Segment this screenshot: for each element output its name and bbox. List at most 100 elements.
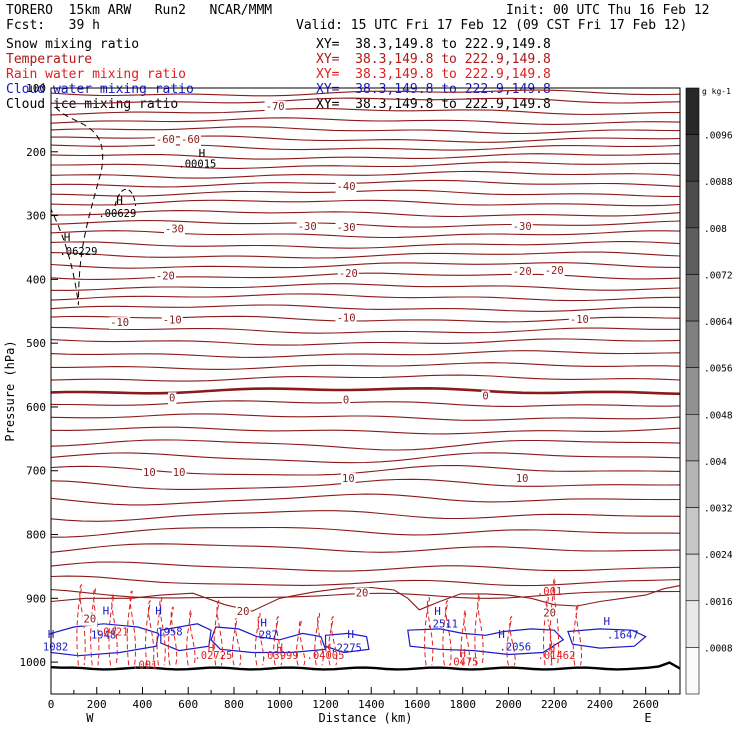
isotherm-line: [50, 199, 681, 207]
colorbar-segment: [685, 460, 700, 508]
x-tick-label: 800: [224, 698, 244, 711]
colorbar-label: .008: [704, 224, 727, 235]
maximum-value-label: .2056: [500, 642, 532, 654]
isotherm-label: 0: [343, 394, 349, 406]
rain-contour: [273, 616, 283, 666]
colorbar-label: .0032: [704, 504, 733, 515]
isotherm-line: [50, 262, 681, 269]
label-knockout: [296, 220, 318, 233]
x-tick-label: 600: [178, 698, 198, 711]
label-knockout: [335, 312, 357, 325]
isotherm-line: [51, 135, 681, 143]
colorbar-label: .0064: [704, 317, 733, 328]
label-knockout: [511, 220, 533, 233]
rain-contour: [145, 600, 155, 666]
isotherm-line: [50, 107, 680, 116]
y-tick-label: 600: [26, 401, 46, 414]
colorbar-segment: [685, 227, 700, 275]
rain-contour: [167, 606, 178, 666]
rain-contour: [424, 597, 434, 666]
maximum-value-label: .001: [132, 659, 157, 671]
maximum-H-marker: H: [549, 641, 556, 654]
label-knockout: [109, 317, 131, 330]
maximum-value-label: .0421: [97, 626, 129, 638]
field-xy-snow: XY= 38.3,149.8 to 222.9,149.8: [316, 37, 551, 52]
label-knockout: [154, 134, 176, 147]
maximum-H-marker: H: [260, 616, 267, 629]
isotherm-label: -40: [337, 181, 356, 193]
colorbar-segment: [685, 274, 700, 322]
rain-contour: [328, 616, 338, 666]
rain-contour: [186, 609, 196, 666]
rain-contour: [232, 616, 242, 666]
isotherm-label: -10: [337, 313, 356, 325]
colorbar-label: .0048: [704, 410, 733, 421]
label-knockout: [481, 390, 490, 403]
field-name-temperature: Temperature: [6, 52, 93, 67]
label-knockout: [354, 587, 370, 600]
isotherm-label: 20: [84, 614, 97, 626]
x-tick-label: 1800: [449, 698, 476, 711]
rain-contour: [254, 613, 265, 666]
label-knockout: [335, 222, 357, 235]
rain-contour: [156, 597, 166, 666]
isotherm-label: -20: [513, 266, 532, 278]
maximum-H-marker: H: [64, 231, 71, 244]
isotherm-line: [50, 241, 681, 249]
colorbar-segment: [685, 367, 700, 415]
rain-contour: [213, 600, 223, 666]
isotherm-label: -20: [545, 265, 564, 277]
x-tick-label: 400: [133, 698, 153, 711]
isotherm-line: [50, 126, 681, 135]
isotherm-line: [50, 153, 681, 160]
axes: 0 200 400 600 800 1000 1200 1400 1600 1800 2000 220…: [3, 82, 670, 725]
y-tick-label: 1000: [20, 656, 47, 669]
label-knockout: [341, 472, 356, 485]
isotherm-label: -10: [163, 315, 182, 327]
isotherm-line: [50, 561, 681, 572]
maximum-value-label: .01462: [538, 650, 576, 662]
rain-contour: [90, 587, 100, 666]
maximum-value-label: .0475: [447, 656, 479, 668]
valid-time: Valid: 15 UTC Fri 17 Feb 12 (09 CST Fri …: [296, 18, 688, 33]
field-name-snow: Snow mixing ratio: [6, 37, 140, 52]
label-knockout: [542, 607, 557, 620]
maximum-value-label: .04005: [307, 650, 345, 662]
snow-contour: [114, 188, 137, 207]
maximum-H-marker: H: [208, 641, 215, 654]
isotherm-line: [50, 283, 681, 291]
model-title: TORERO 15km ARW Run2 NCAR/MMM: [6, 3, 273, 18]
maximum-H-marker: H: [155, 604, 162, 617]
maximum-H-marker: H: [434, 605, 441, 618]
isotherm-line: [50, 230, 681, 239]
label-knockout: [514, 472, 530, 485]
isotherm-line: [50, 272, 681, 280]
x-tick-label: 1200: [312, 698, 339, 711]
x-tick-label: 200: [87, 698, 107, 711]
isotherm-line: [50, 413, 681, 421]
maximum-value-label: .001: [537, 586, 562, 598]
maximum-value-label: .1647: [607, 630, 639, 642]
isotherm-label: 10: [516, 473, 529, 485]
isotherm-line: [50, 293, 681, 302]
west-label: W: [86, 711, 94, 725]
terrain-line: [50, 661, 681, 671]
maximum-H-marker: H: [324, 641, 331, 654]
isotherm-line: [50, 585, 681, 612]
rain-contour: [543, 597, 553, 666]
label-knockout: [82, 613, 98, 626]
maximum-value-label: 1948: [91, 630, 116, 642]
isotherm-line: [50, 170, 681, 179]
label-knockout: [180, 134, 202, 147]
colorbar: .0096 .0088 .008 .0072 .0064 .0056 .0048 .004 .0…: [685, 87, 733, 695]
y-tick-label: 700: [26, 465, 46, 478]
colorbar-label: .0096: [704, 131, 733, 142]
snow-contours: [50, 106, 137, 305]
isotherm-label: -20: [156, 271, 175, 283]
maximum-value-label: .02725: [194, 650, 232, 662]
x-axis-title: Distance (km): [319, 711, 413, 725]
label-knockout: [142, 467, 157, 480]
y-tick-label: 200: [26, 146, 46, 159]
maximum-H-marker: H: [116, 194, 123, 207]
